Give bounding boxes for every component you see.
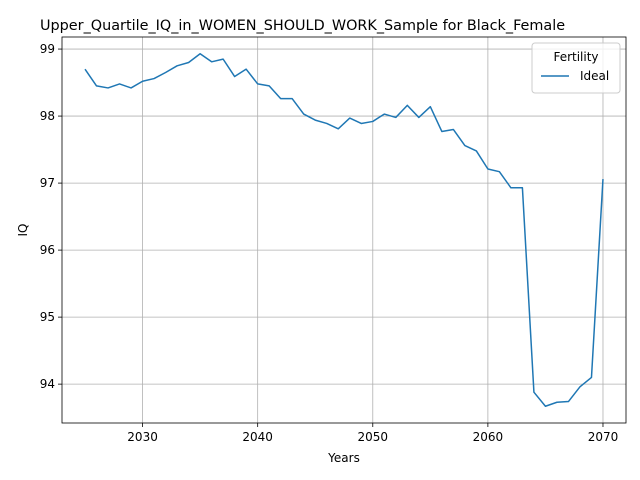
y-axis-label: IQ	[16, 224, 30, 237]
x-tick-label: 2030	[127, 430, 158, 444]
plot-area-frame	[61, 36, 627, 424]
legend-box	[531, 42, 621, 94]
y-tick-label: 97	[40, 176, 55, 190]
y-tick-label: 94	[40, 377, 55, 391]
x-tick-label: 2070	[588, 430, 619, 444]
x-tick-label: 2040	[242, 430, 273, 444]
chart-title: Upper_Quartile_IQ_in_WOMEN_SHOULD_WORK_S…	[40, 18, 565, 34]
y-tick-label: 95	[40, 310, 55, 324]
y-tick-label: 98	[40, 109, 55, 123]
legend-title: Fertility	[553, 50, 598, 64]
legend: Fertility Ideal	[531, 42, 621, 94]
x-tick-label: 2050	[358, 430, 389, 444]
axis-ticks: 2030 2040 2050 2060 2070 94 95 96 97 98 99	[40, 42, 619, 444]
series-line-ideal	[84, 53, 604, 407]
legend-label-ideal: Ideal	[580, 69, 609, 83]
x-tick-label: 2060	[473, 430, 504, 444]
x-axis-label: Years	[327, 451, 360, 465]
y-tick-label: 96	[40, 243, 55, 257]
y-tick-label: 99	[40, 42, 55, 56]
